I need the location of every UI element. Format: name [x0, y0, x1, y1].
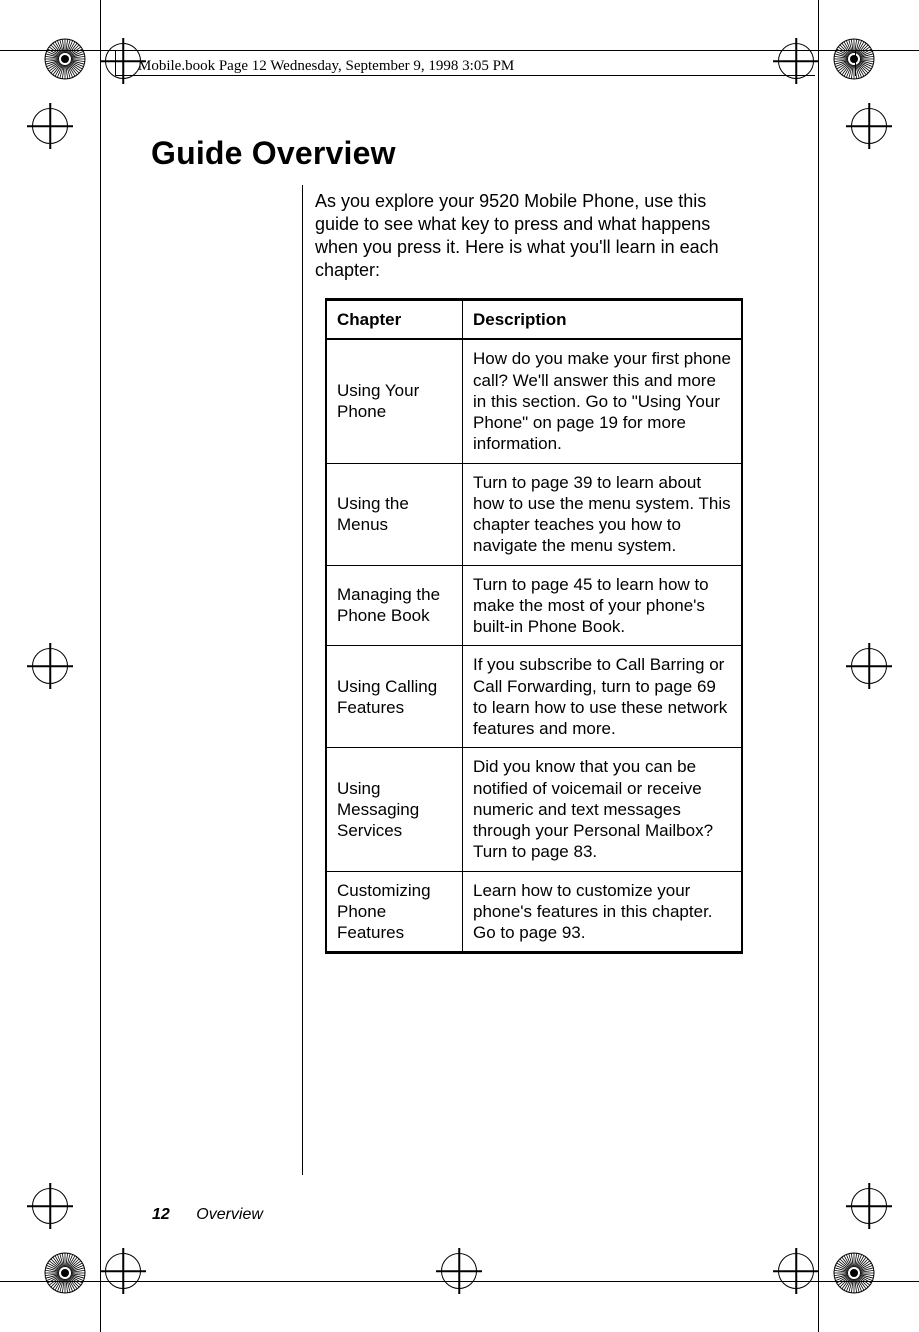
table-header-chapter: Chapter [326, 300, 463, 340]
table-cell-description: If you subscribe to Call Barring or Call… [463, 646, 743, 748]
rosette-top-left [44, 38, 86, 80]
column-rule [302, 185, 303, 1175]
registration-mark [105, 43, 141, 79]
registration-mark [851, 1188, 887, 1224]
table-cell-chapter: Managing the Phone Book [326, 565, 463, 646]
table-row: Using the Menus Turn to page 39 to learn… [326, 463, 742, 565]
header-rule [115, 75, 815, 76]
table-row: Customizing Phone Features Learn how to … [326, 871, 742, 953]
table-cell-description: Learn how to customize your phone's feat… [463, 871, 743, 953]
table-cell-chapter: Using Your Phone [326, 339, 463, 463]
crop-line-right [818, 0, 819, 1332]
registration-mark [32, 648, 68, 684]
table-cell-description: Turn to page 45 to learn how to make the… [463, 565, 743, 646]
registration-mark [851, 648, 887, 684]
table-row: Managing the Phone Book Turn to page 45 … [326, 565, 742, 646]
rosette-bottom-right [833, 1252, 875, 1294]
table-cell-description: How do you make your first phone call? W… [463, 339, 743, 463]
registration-mark [105, 1253, 141, 1289]
rosette-top-right [833, 38, 875, 80]
registration-mark [441, 1253, 477, 1289]
table-header-row: Chapter Description [326, 300, 742, 340]
table-cell-chapter: Using the Menus [326, 463, 463, 565]
table-cell-description: Turn to page 39 to learn about how to us… [463, 463, 743, 565]
rosette-bottom-left [44, 1252, 86, 1294]
registration-mark [778, 1253, 814, 1289]
intro-paragraph: As you explore your 9520 Mobile Phone, u… [315, 190, 730, 282]
registration-mark [778, 43, 814, 79]
chapter-table: Chapter Description Using Your Phone How… [325, 298, 743, 954]
footer-section: Overview [196, 1206, 263, 1223]
registration-mark [32, 108, 68, 144]
registration-mark [32, 1188, 68, 1224]
table-header-description: Description [463, 300, 743, 340]
table-cell-description: Did you know that you can be notified of… [463, 748, 743, 871]
page-number: 12 [152, 1206, 170, 1223]
table-cell-chapter: Using Messaging Services [326, 748, 463, 871]
page-title: Guide Overview [151, 135, 396, 172]
running-header: Mobile.book Page 12 Wednesday, September… [138, 58, 514, 75]
table-row: Using Calling Features If you subscribe … [326, 646, 742, 748]
table-row: Using Your Phone How do you make your fi… [326, 339, 742, 463]
page: Mobile.book Page 12 Wednesday, September… [0, 0, 919, 1332]
crop-line-left [100, 0, 101, 1332]
page-footer: 12 Overview [152, 1206, 263, 1224]
table-cell-chapter: Customizing Phone Features [326, 871, 463, 953]
registration-mark [851, 108, 887, 144]
table-cell-chapter: Using Calling Features [326, 646, 463, 748]
table-row: Using Messaging Services Did you know th… [326, 748, 742, 871]
